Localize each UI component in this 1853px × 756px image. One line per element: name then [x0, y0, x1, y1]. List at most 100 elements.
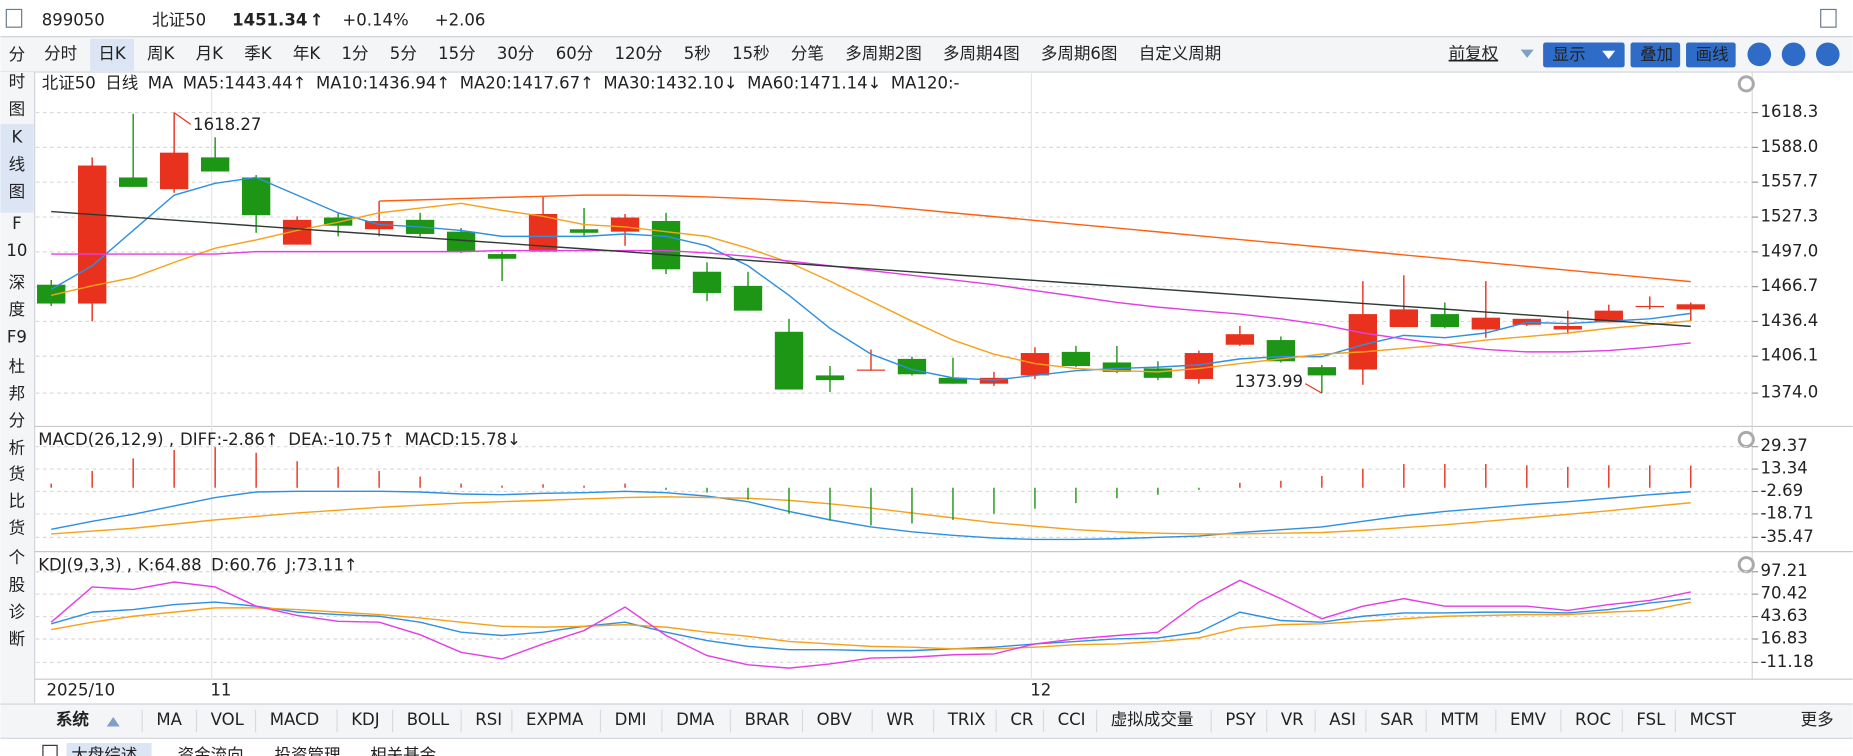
period-tab[interactable]: 多周期6图 [1041, 44, 1118, 63]
settings-icon[interactable] [1737, 75, 1755, 93]
bottom-tab[interactable]: 资金流向 [178, 745, 244, 756]
bottom-tab[interactable]: 投资管理 [274, 745, 340, 756]
indicator-tab[interactable]: VR [1281, 710, 1304, 729]
side-tab[interactable]: F9 [7, 327, 27, 346]
period-tab[interactable]: 多周期4图 [943, 44, 1020, 63]
side-tab[interactable]: 分 [9, 45, 26, 64]
side-tab[interactable]: 货 [9, 519, 26, 538]
window-icon[interactable] [1820, 8, 1837, 28]
side-tab[interactable]: K [12, 128, 24, 147]
period-tab[interactable]: 周K [147, 44, 176, 63]
side-tab[interactable]: 析 [9, 438, 26, 457]
period-tab[interactable]: 季K [244, 44, 273, 63]
side-tab[interactable]: 图 [9, 99, 26, 118]
side-tab[interactable]: 诊 [9, 603, 26, 622]
side-tab[interactable]: 度 [9, 300, 26, 319]
side-tab[interactable]: 深 [9, 273, 26, 292]
period-tab[interactable]: 日K [98, 44, 127, 63]
candle-body [1430, 314, 1460, 328]
indicator-tab[interactable]: TRIX [947, 710, 986, 729]
side-tab[interactable]: 时 [9, 72, 26, 91]
indicator-tab[interactable]: EMV [1510, 710, 1547, 729]
bottom-tab[interactable]: 大盘综述 [71, 745, 137, 756]
side-tab[interactable]: 图 [9, 182, 26, 201]
y-tick-label: 70.42 [1760, 584, 1807, 603]
candle-body [815, 375, 845, 381]
period-tab[interactable]: 15秒 [732, 44, 770, 63]
indicator-tab[interactable]: MCST [1690, 710, 1737, 729]
period-tab[interactable]: 自定义周期 [1139, 44, 1222, 63]
side-tab[interactable]: F [12, 214, 22, 233]
indicator-tab[interactable]: RSI [475, 710, 502, 729]
period-tab[interactable]: 5分 [390, 44, 417, 63]
period-tab[interactable]: 月K [196, 44, 225, 63]
period-tab[interactable]: 15分 [438, 44, 476, 63]
indicator-tab[interactable]: DMI [615, 710, 647, 729]
button[interactable] [1686, 42, 1736, 68]
indicator-tab[interactable]: OBV [817, 710, 853, 729]
checkbox[interactable] [42, 744, 58, 756]
x-tick-label: 2025/10 [46, 681, 115, 700]
candle-body [241, 177, 271, 216]
indicator-tab[interactable]: BOLL [407, 710, 450, 729]
indicator-tab[interactable]: CR [1010, 710, 1033, 729]
period-tab[interactable]: 60分 [556, 44, 594, 63]
system-tab[interactable]: 系统 [56, 709, 90, 729]
indicator-tab[interactable]: 虚拟成交量 [1111, 710, 1194, 729]
min-pointer [1305, 383, 1323, 394]
indicator-tab[interactable]: BRAR [745, 710, 790, 729]
period-tab[interactable]: 多周期2图 [845, 44, 922, 63]
side-tab[interactable]: 股 [9, 575, 26, 594]
indicator-tab[interactable]: WR [886, 710, 914, 729]
side-tab[interactable]: 杜 [9, 357, 26, 376]
side-tab[interactable]: 个 [9, 548, 26, 567]
button[interactable] [1630, 42, 1681, 68]
indicator-tab[interactable]: ASI [1329, 710, 1356, 729]
button[interactable] [1543, 42, 1625, 68]
legend-name: MA10 [316, 73, 363, 92]
y-tick-label: 43.63 [1760, 606, 1807, 625]
period-tab[interactable]: 年K [293, 44, 322, 63]
round-button[interactable] [1747, 42, 1772, 67]
indicator-tab[interactable]: VOL [211, 710, 245, 729]
adjust-select[interactable]: 前复权 [1449, 44, 1499, 63]
side-tab[interactable]: 断 [9, 630, 26, 649]
period-tab[interactable]: 5秒 [684, 44, 711, 63]
more-tab[interactable]: 更多 [1801, 710, 1834, 729]
indicator-tab[interactable]: ROC [1575, 710, 1611, 729]
y-tick-label: 1588.0 [1760, 137, 1818, 156]
window-icon[interactable] [5, 8, 23, 28]
side-tab[interactable]: 货 [9, 464, 26, 483]
indicator-tab[interactable]: PSY [1225, 710, 1256, 729]
indicator-tab[interactable]: DMA [676, 710, 715, 729]
period-tab[interactable]: 120分 [614, 44, 662, 63]
legend-value: :-10.75↑ [323, 430, 396, 449]
period-tab[interactable]: 1分 [342, 44, 369, 63]
indicator-tab[interactable]: CCI [1058, 710, 1086, 729]
indicator-tab[interactable]: EXPMA [526, 710, 584, 729]
round-button[interactable] [1815, 42, 1840, 67]
side-tab[interactable]: 邦 [9, 384, 26, 403]
panel-title: MACD(26,12,9) , [38, 430, 174, 449]
side-tab[interactable]: 比 [9, 492, 26, 511]
legend-value: :60.76 [224, 555, 277, 574]
period-tab[interactable]: 分笔 [791, 44, 824, 63]
indicator-tab[interactable]: MA [156, 710, 182, 729]
indicator-tab[interactable]: KDJ [351, 710, 379, 729]
side-tab[interactable]: 线 [9, 155, 26, 174]
period-tab[interactable]: 30分 [497, 44, 535, 63]
side-tab[interactable]: 10 [6, 241, 27, 260]
candle-body [1389, 309, 1419, 328]
legend-value: :15.78↓ [454, 430, 521, 449]
bottom-tab[interactable]: 相关基金 [370, 745, 437, 756]
round-button[interactable] [1781, 42, 1806, 67]
period-tab[interactable]: 分时 [44, 44, 77, 63]
indicator-tab[interactable]: FSL [1636, 710, 1666, 729]
side-tab[interactable]: 分 [9, 411, 26, 430]
indicator-tab[interactable]: MACD [270, 710, 320, 729]
indicator-tab[interactable]: SAR [1380, 710, 1414, 729]
candle-body [569, 229, 599, 233]
indicator-tab[interactable]: MTM [1440, 710, 1479, 729]
